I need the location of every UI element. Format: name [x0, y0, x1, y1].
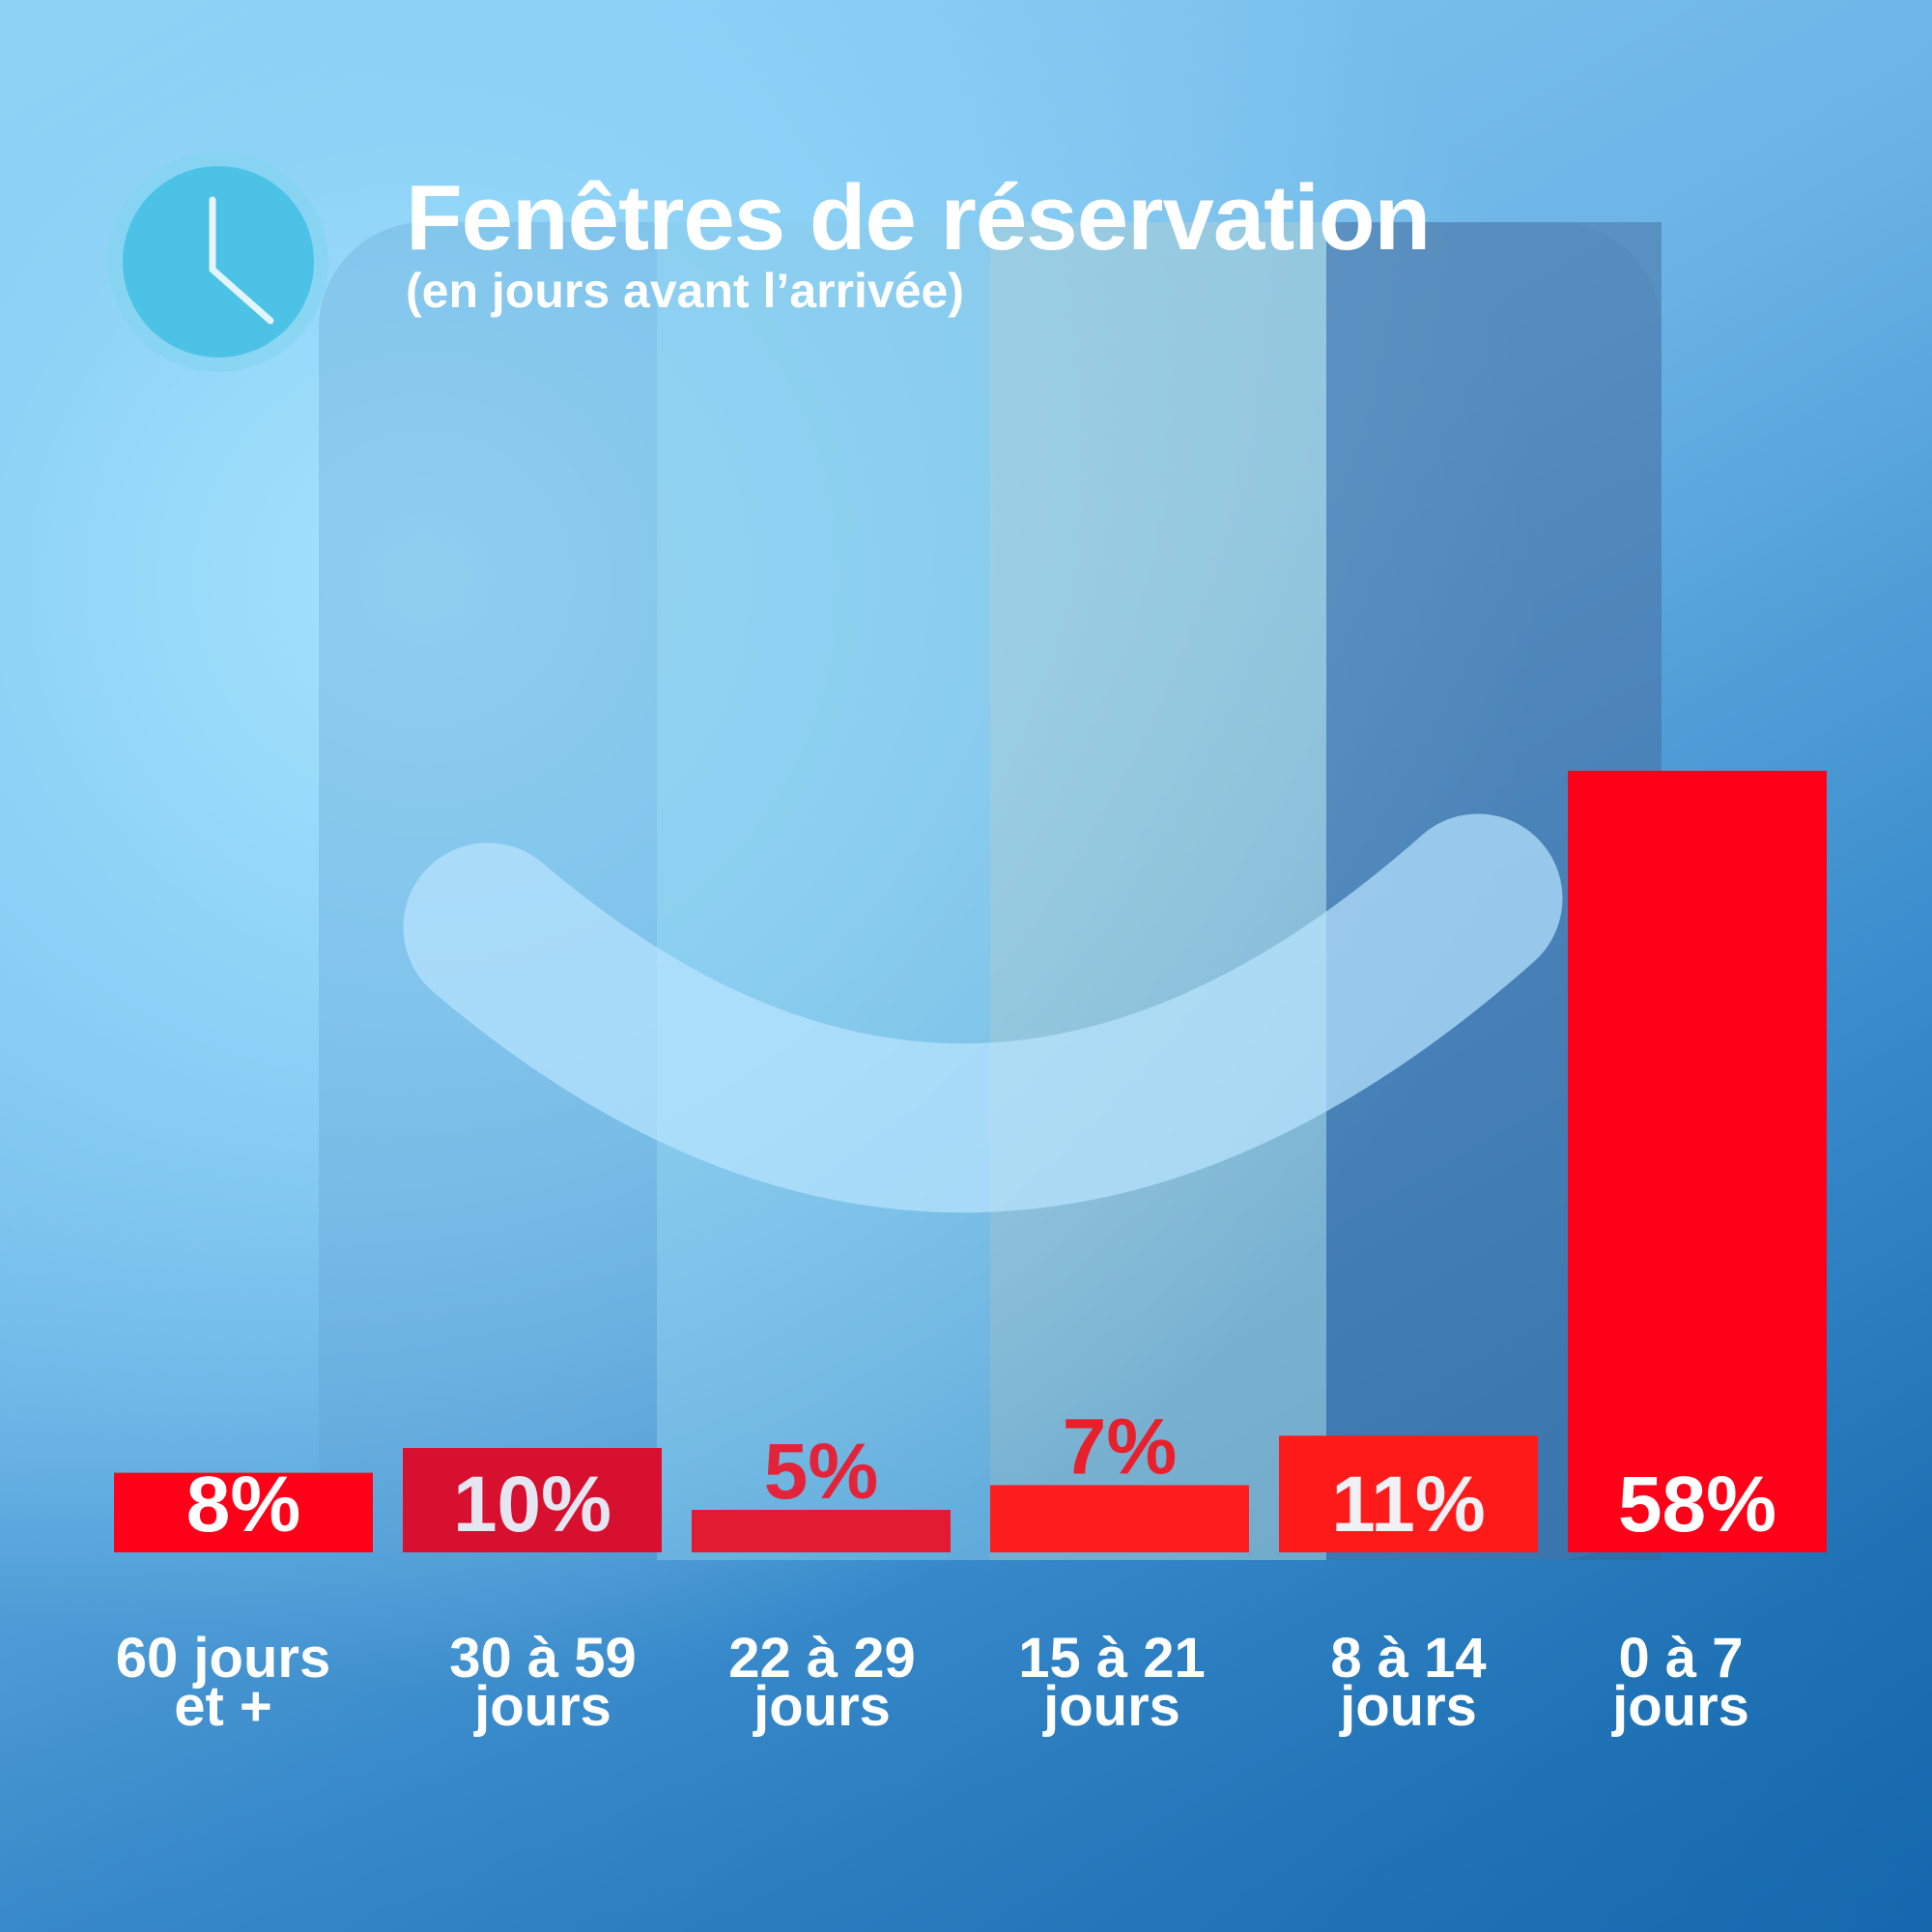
- category-label-line: jours: [1042, 1675, 1180, 1738]
- category-label-line: jours: [1611, 1675, 1749, 1738]
- bar-3: [692, 1510, 951, 1552]
- category-label-line: 60 jours: [116, 1627, 330, 1690]
- category-label-line: 30 à 59: [449, 1627, 637, 1690]
- bar-6: [1568, 770, 1827, 1552]
- category-label-line: 22 à 29: [728, 1627, 916, 1690]
- category-label-line: jours: [1339, 1675, 1477, 1738]
- bar-value-label-3: 5%: [764, 1428, 879, 1516]
- bar-value-label-2: 10%: [453, 1461, 611, 1548]
- category-label-line: et +: [174, 1675, 272, 1738]
- category-label-line: 0 à 7: [1619, 1627, 1744, 1690]
- bar-value-label-5: 11%: [1331, 1461, 1486, 1548]
- bar-2: [403, 1448, 662, 1552]
- chart-subtitle: (en jours avant l’arrivée): [406, 264, 965, 318]
- clock-icon: [108, 152, 328, 372]
- bar-1: [114, 1472, 373, 1552]
- bar-value-label-1: 8%: [186, 1461, 301, 1548]
- bar-4: [990, 1485, 1249, 1552]
- bar-5: [1279, 1435, 1538, 1552]
- category-label-line: 15 à 21: [1018, 1627, 1206, 1690]
- category-label-line: jours: [753, 1675, 891, 1738]
- category-label-line: jours: [473, 1675, 611, 1738]
- category-label-line: 8 à 14: [1330, 1627, 1486, 1690]
- chart-title: Fenêtres de réservation: [406, 166, 1431, 270]
- bar-value-label-6: 58%: [1618, 1461, 1776, 1548]
- bar-value-label-4: 7%: [1063, 1403, 1178, 1491]
